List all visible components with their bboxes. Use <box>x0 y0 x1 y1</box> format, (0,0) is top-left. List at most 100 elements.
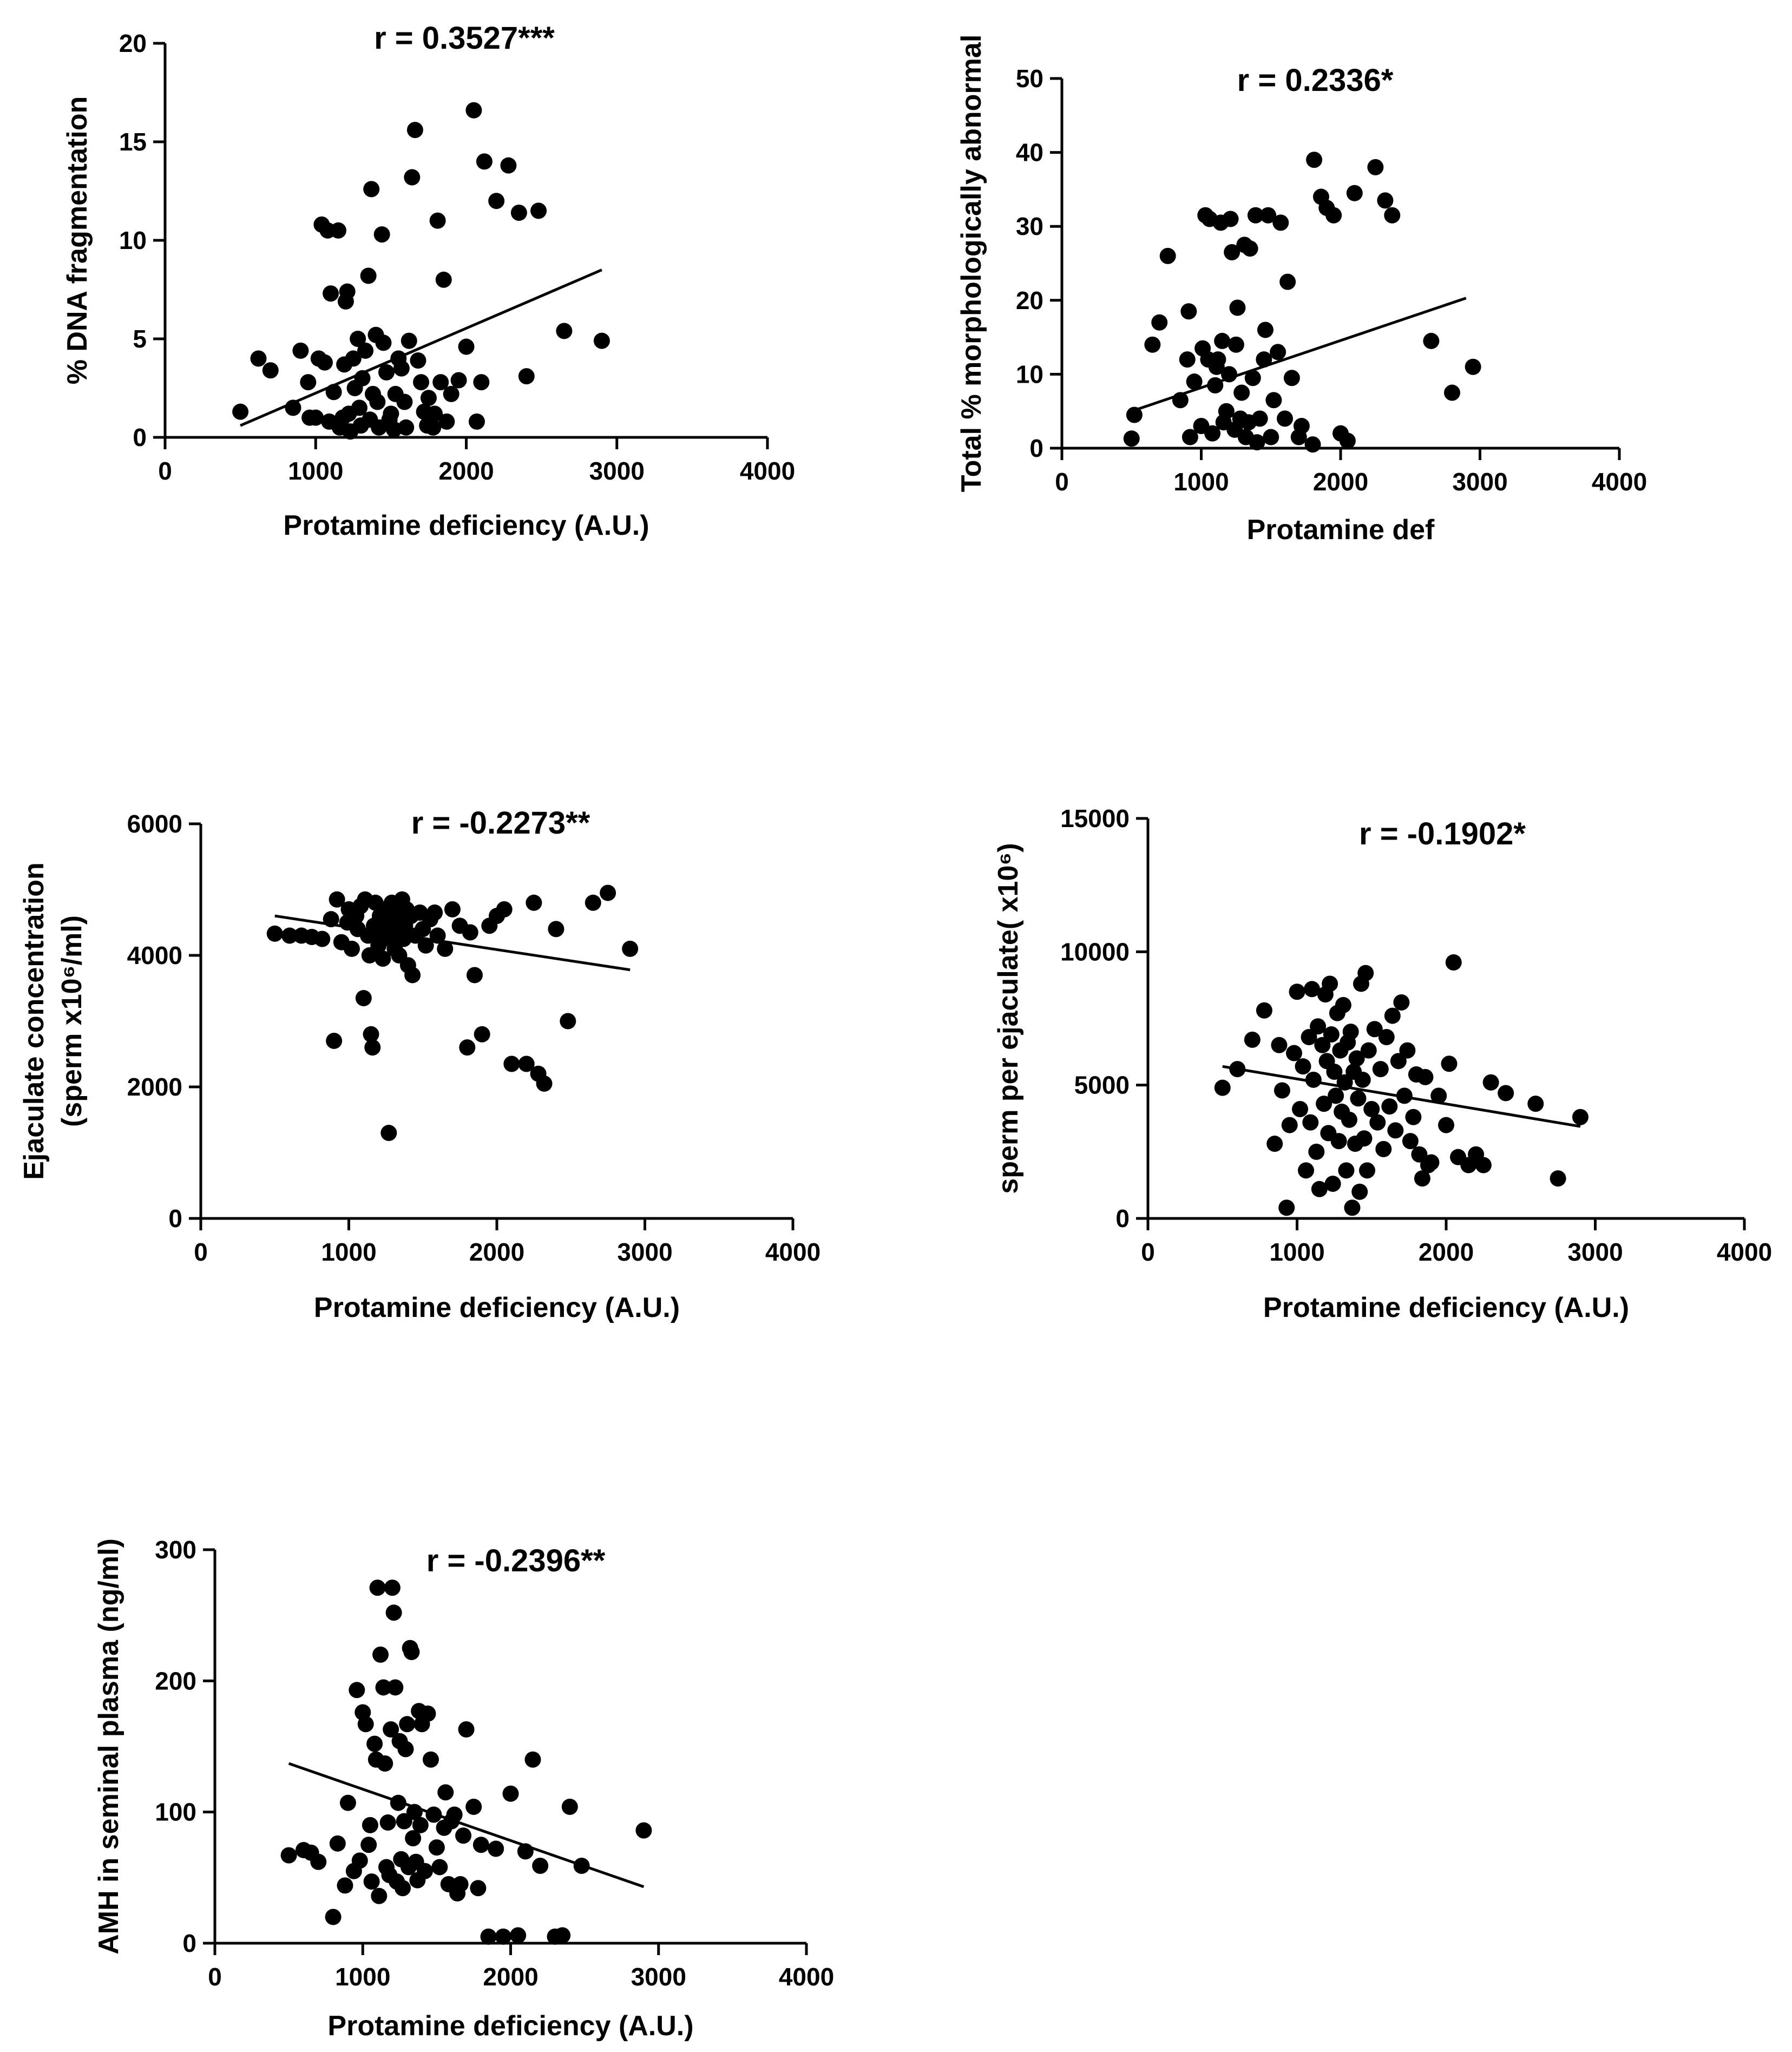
data-point <box>329 1835 346 1852</box>
data-point <box>622 940 639 957</box>
data-point <box>1172 392 1189 409</box>
y-axis-title: % DNA fragmentation <box>62 96 93 385</box>
data-point <box>1210 351 1226 368</box>
data-point <box>363 1873 380 1890</box>
data-point <box>1366 1021 1383 1038</box>
data-point <box>458 1721 475 1738</box>
data-point <box>1306 152 1323 168</box>
data-point <box>1304 436 1321 453</box>
y-tick-label: 15 <box>119 128 147 156</box>
x-axis-title: Protamine deficiency (A.U.) <box>1263 1292 1629 1323</box>
data-point <box>360 267 377 284</box>
data-point <box>593 332 610 349</box>
data-point <box>316 354 333 371</box>
data-point <box>420 390 437 407</box>
data-point <box>406 122 423 139</box>
data-point <box>366 1735 383 1752</box>
data-point <box>500 157 517 174</box>
x-tick-label: 3000 <box>589 457 645 485</box>
data-point <box>371 1887 388 1904</box>
data-point <box>426 904 443 921</box>
data-point <box>1344 1199 1361 1216</box>
data-point <box>635 1822 652 1839</box>
data-point <box>363 181 380 198</box>
data-point <box>1292 1101 1309 1118</box>
regression-line <box>240 268 602 427</box>
data-point <box>404 169 421 186</box>
data-point <box>323 285 339 302</box>
data-point <box>351 1852 368 1869</box>
data-point <box>1423 1154 1440 1171</box>
regression-line <box>1131 297 1467 413</box>
y-tick-label: 100 <box>155 1798 196 1826</box>
data-point <box>385 1604 402 1621</box>
data-point <box>397 1741 414 1758</box>
data-point <box>428 1839 445 1856</box>
data-point <box>1228 336 1244 353</box>
data-point <box>398 419 415 436</box>
chart-dna: 0 1000 2000 3000 4000 0 5 10 15 20 Protamine defic… <box>62 21 795 541</box>
data-point <box>1375 1140 1392 1157</box>
data-point <box>474 1026 490 1043</box>
data-point <box>1207 377 1224 394</box>
data-point <box>351 399 367 416</box>
data-point <box>1445 954 1462 971</box>
regression-line <box>288 1762 645 1889</box>
data-point <box>1482 1074 1499 1091</box>
data-point <box>403 1644 420 1661</box>
data-point <box>385 421 402 438</box>
y-tick-label: 10 <box>1016 360 1043 388</box>
data-point <box>1341 1111 1357 1128</box>
data-point <box>369 394 386 410</box>
data-point <box>1218 403 1235 419</box>
data-point <box>458 338 475 355</box>
data-point <box>378 364 395 381</box>
data-point <box>585 894 601 911</box>
y-tick-label: 0 <box>1115 1204 1130 1232</box>
data-point <box>1527 1096 1544 1112</box>
data-point <box>266 925 283 942</box>
data-point <box>472 1837 489 1853</box>
data-point <box>1314 1037 1331 1053</box>
data-point <box>1305 1071 1322 1088</box>
data-point <box>462 924 478 941</box>
x-tick-label: 3000 <box>1567 1238 1623 1266</box>
data-point <box>250 350 267 367</box>
data-point <box>1256 351 1272 368</box>
data-point <box>459 1039 476 1056</box>
data-point <box>300 374 317 391</box>
data-point <box>1295 1058 1311 1075</box>
correlation-label: r = -0.2396** <box>426 1543 606 1578</box>
data-point <box>360 1837 377 1853</box>
y-tick-label: 10 <box>119 226 147 254</box>
chart-morph: 0 1000 2000 3000 4000 0 10 20 30 40 50 Protamine de… <box>956 35 1647 546</box>
data-point <box>1411 1146 1428 1163</box>
x-tick-label: 1000 <box>335 1963 390 1991</box>
data-point <box>1181 429 1198 445</box>
data-point <box>379 1814 396 1831</box>
data-point <box>375 1679 392 1696</box>
y-tick-label: 5 <box>133 325 147 353</box>
data-point <box>530 202 547 219</box>
data-point <box>329 891 345 908</box>
data-point <box>325 1909 342 1925</box>
data-point <box>1186 373 1203 390</box>
data-point <box>1277 410 1293 427</box>
data-point <box>480 1928 497 1945</box>
data-point <box>438 413 455 430</box>
data-point <box>510 1927 527 1944</box>
data-point <box>1381 1098 1398 1115</box>
data-point <box>1336 1074 1353 1091</box>
data-point <box>1430 1087 1447 1104</box>
data-point <box>1346 185 1363 201</box>
data-point <box>1222 211 1239 227</box>
data-point <box>1335 997 1351 1013</box>
data-point <box>1338 1162 1355 1179</box>
data-point <box>1324 1175 1341 1192</box>
y-tick-label: 0 <box>182 1929 196 1957</box>
data-point <box>524 1751 541 1768</box>
data-point <box>1402 1133 1419 1150</box>
y-tick-label: 200 <box>155 1667 196 1695</box>
data-point <box>1293 418 1310 435</box>
data-point <box>307 409 324 426</box>
